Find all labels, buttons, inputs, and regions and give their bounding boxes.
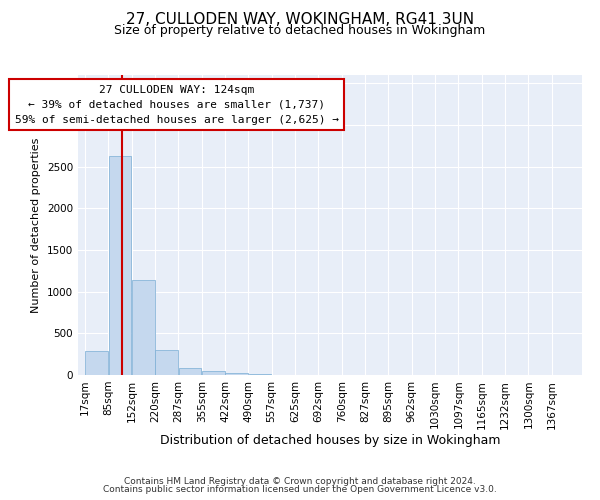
Text: 27, CULLODEN WAY, WOKINGHAM, RG41 3UN: 27, CULLODEN WAY, WOKINGHAM, RG41 3UN: [126, 12, 474, 28]
Bar: [225, 372, 248, 375]
Bar: [179, 368, 202, 375]
Text: Contains public sector information licensed under the Open Government Licence v3: Contains public sector information licen…: [103, 485, 497, 494]
Text: Size of property relative to detached houses in Wokingham: Size of property relative to detached ho…: [115, 24, 485, 37]
Y-axis label: Number of detached properties: Number of detached properties: [31, 138, 41, 312]
Bar: [248, 374, 271, 375]
Text: 27 CULLODEN WAY: 124sqm
← 39% of detached houses are smaller (1,737)
59% of semi: 27 CULLODEN WAY: 124sqm ← 39% of detache…: [14, 85, 338, 124]
Text: Contains HM Land Registry data © Crown copyright and database right 2024.: Contains HM Land Registry data © Crown c…: [124, 477, 476, 486]
X-axis label: Distribution of detached houses by size in Wokingham: Distribution of detached houses by size …: [160, 434, 500, 447]
Bar: [109, 156, 131, 375]
Bar: [85, 351, 108, 375]
Bar: [155, 350, 178, 375]
Bar: [132, 280, 155, 375]
Bar: [202, 370, 225, 375]
